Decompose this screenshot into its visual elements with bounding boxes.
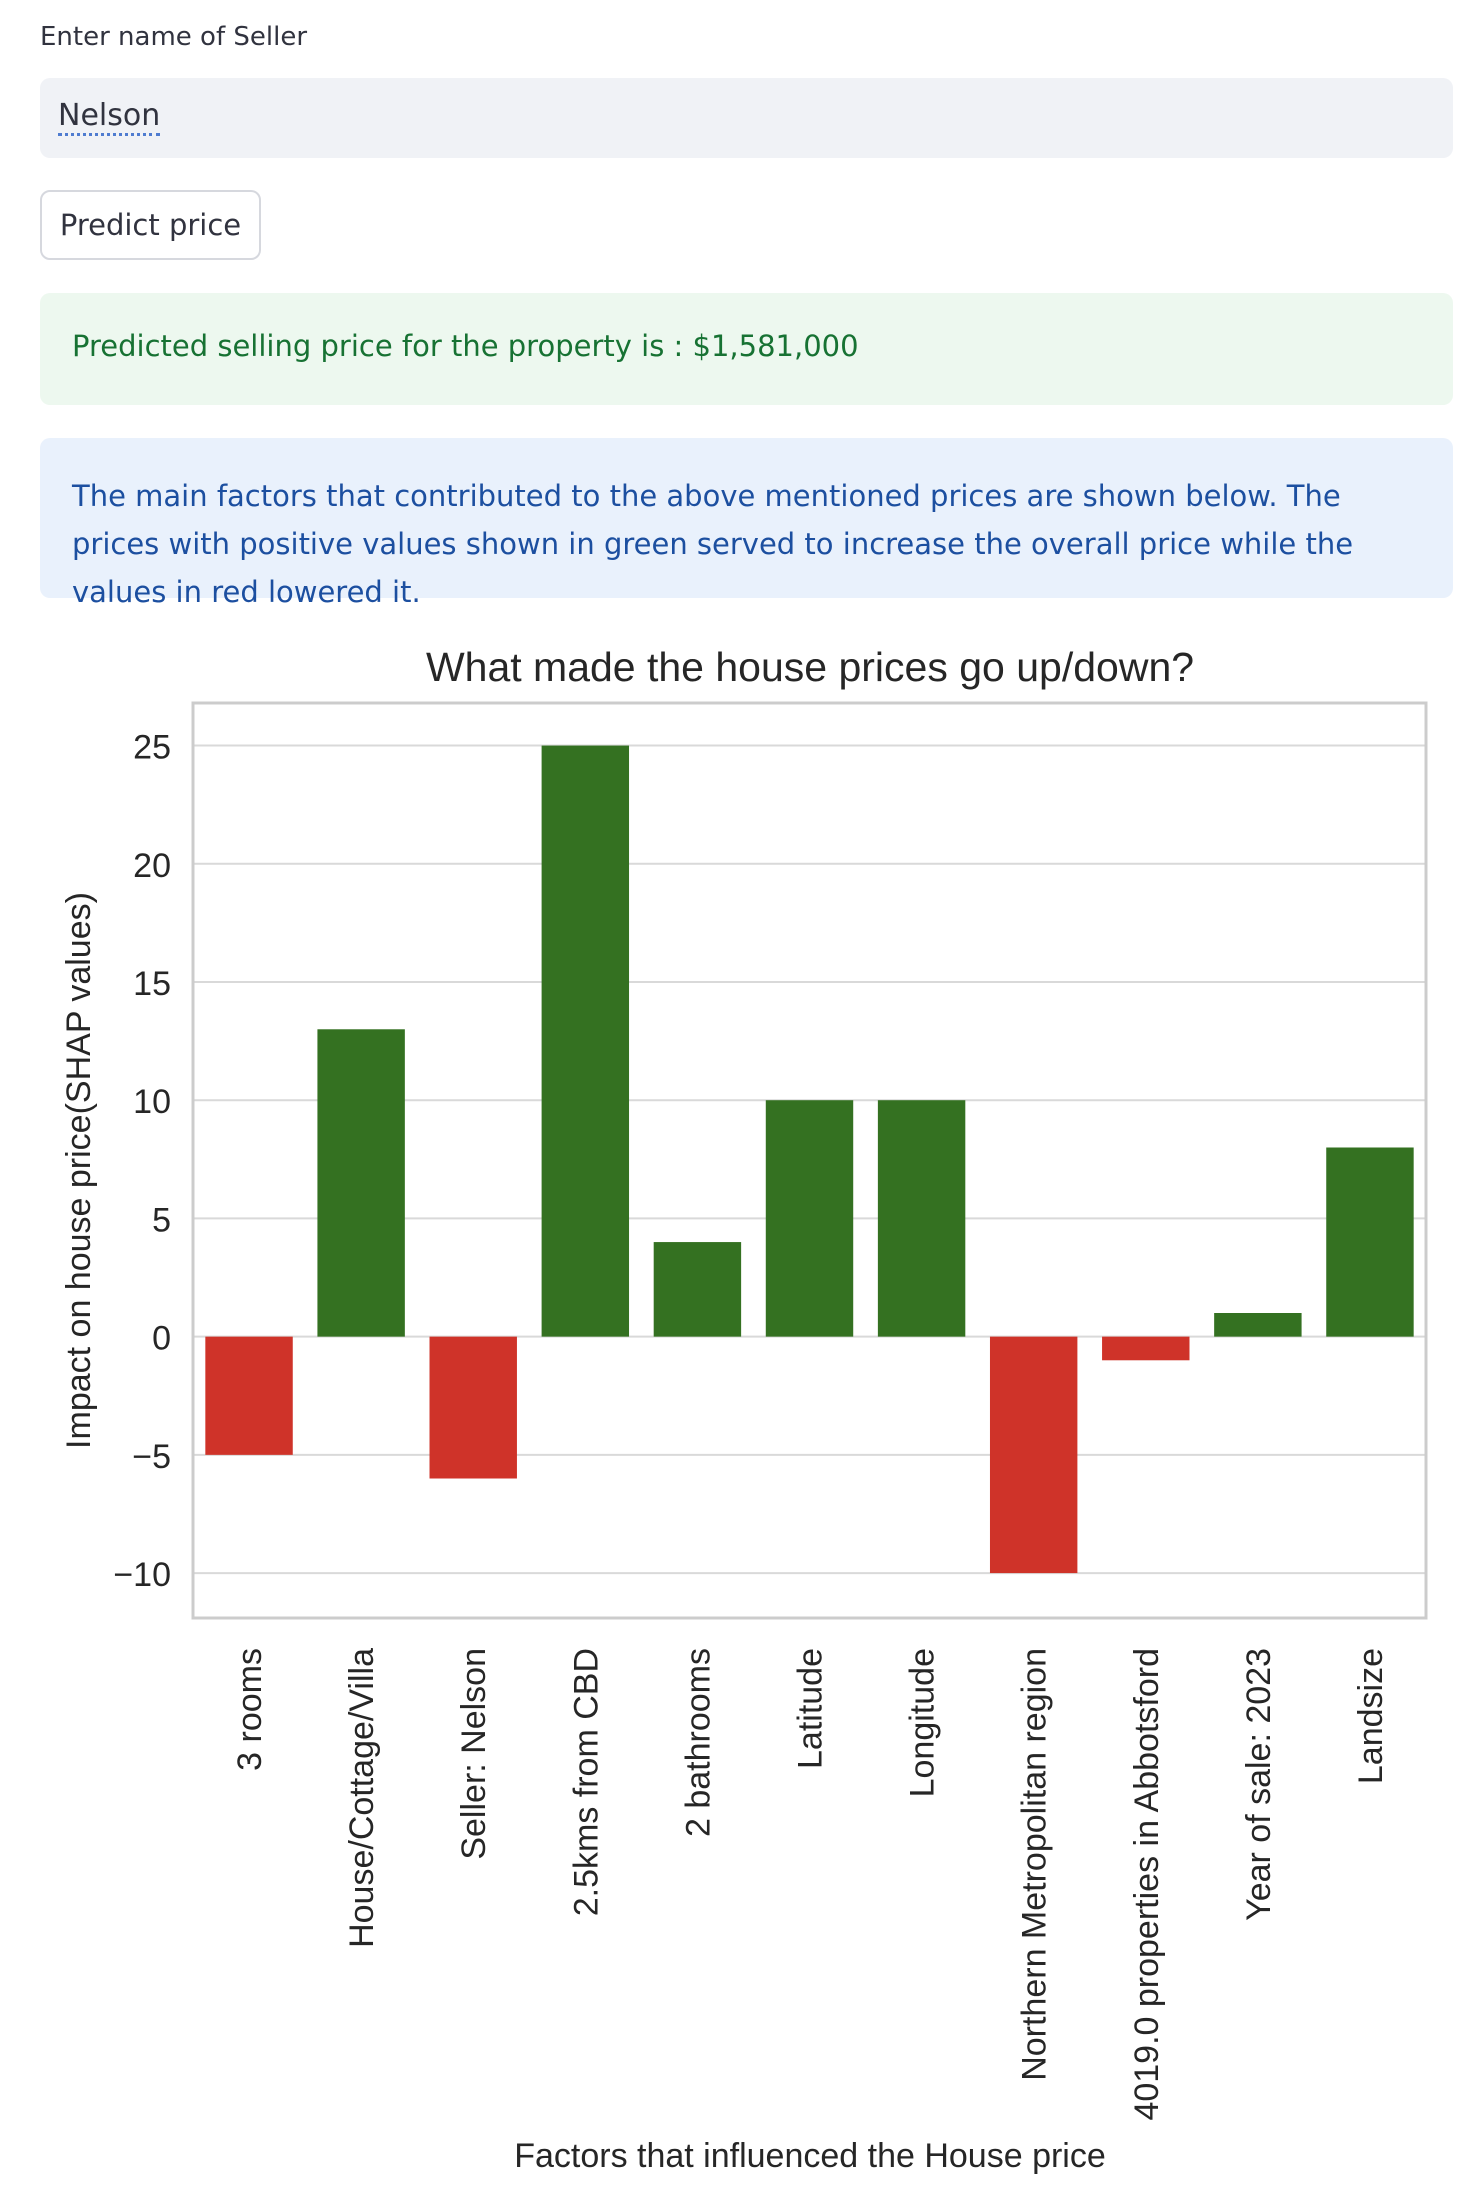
bar [989, 1336, 1078, 1574]
x-tick-label: Northern Metropolitan region [1016, 1648, 1054, 2081]
seller-name-label: Enter name of Seller [40, 22, 308, 52]
y-tick-label: 15 [133, 965, 171, 1003]
success-alert: Predicted selling price for the property… [40, 293, 1453, 405]
x-tick-label: Landsize [1352, 1648, 1390, 1784]
x-tick-label: House/Cottage/Villa [343, 1648, 381, 1948]
bars [205, 745, 1414, 1574]
y-tick-label: 0 [152, 1320, 171, 1358]
bar [765, 1100, 854, 1337]
x-tick-label: Seller: Nelson [455, 1648, 493, 1860]
chart-title: What made the house prices go up/down? [426, 644, 1194, 690]
x-tick-label: 3 rooms [231, 1648, 269, 1771]
x-tick-label: 2 bathrooms [679, 1648, 717, 1837]
y-tick-label: −10 [113, 1556, 171, 1594]
shap-bar-chart: −10 −5 0 5 10 15 20 25 3 rooms House/Cottage/Vil… [60, 644, 1428, 2175]
y-tick-label: −5 [132, 1438, 171, 1476]
bar [317, 1029, 405, 1337]
y-tick-label: 10 [133, 1083, 171, 1121]
x-tick-label: 4019.0 properties in Abbotsford [1128, 1648, 1166, 2121]
y-axis-label: Impact on house price(SHAP values) [60, 892, 98, 1449]
plot-frame [191, 701, 1428, 1620]
y-tick-label: 5 [152, 1201, 171, 1239]
predict-price-button[interactable]: Predict price [40, 190, 261, 260]
predicted-price-text: Predicted selling price for the property… [72, 329, 859, 363]
bar [653, 1242, 742, 1337]
x-ticks: 3 rooms House/Cottage/Villa Seller: Nelson… [231, 1648, 1390, 2121]
seller-name-input[interactable]: Nelson [40, 78, 1453, 158]
x-axis-label: Factors that influenced the House price [514, 2137, 1106, 2175]
info-text: The main factors that contributed to the… [72, 479, 1354, 609]
bar [877, 1100, 966, 1337]
bar [205, 1336, 293, 1455]
x-tick-label: Year of sale: 2023 [1240, 1648, 1278, 1921]
x-tick-label: 2.5kms from CBD [567, 1648, 605, 1916]
bar [541, 745, 630, 1337]
bar [1214, 1313, 1302, 1337]
y-tick-label: 20 [133, 847, 171, 885]
bar [1326, 1147, 1414, 1337]
info-alert: The main factors that contributed to the… [40, 438, 1453, 609]
x-tick-label: Latitude [792, 1648, 830, 1769]
y-tick-label: 25 [133, 729, 171, 767]
bar [429, 1336, 517, 1479]
seller-name-value[interactable]: Nelson [58, 100, 161, 136]
bar [1102, 1336, 1190, 1361]
x-tick-label: Longitude [904, 1648, 942, 1797]
y-ticks: −10 −5 0 5 10 15 20 25 [113, 729, 171, 1595]
